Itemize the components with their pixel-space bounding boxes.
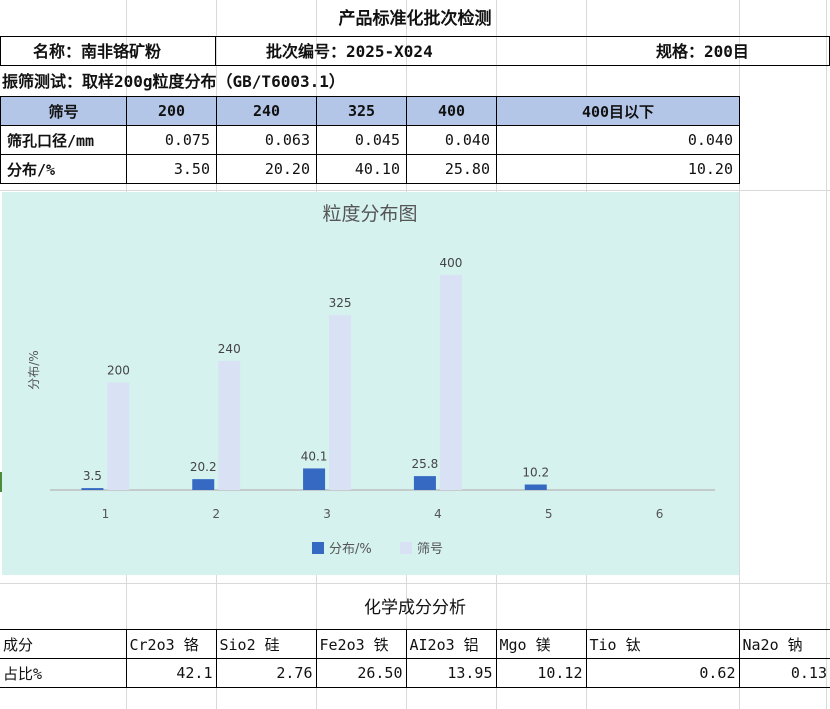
table-cell[interactable]: 13.95	[405, 658, 497, 688]
chemical-analysis-title: 化学成分分析	[364, 598, 466, 618]
y-axis-label: 分布/%	[27, 350, 41, 389]
data-label: 240	[218, 342, 241, 356]
grid-line	[739, 0, 740, 709]
bar	[303, 468, 326, 490]
table-row: 占比% 42.1 2.76 26.50 13.95 10.12 0.62 0.1…	[0, 658, 830, 688]
x-tick-label: 2	[212, 507, 220, 521]
row-label[interactable]: 分布/%	[0, 154, 127, 184]
table-header-row: 成分 Cr2o3 铬 Sio2 硅 Fe2o3 铁 AI2o3 铝 Mgo 镁 …	[0, 629, 830, 659]
table-cell[interactable]: 42.1	[125, 658, 217, 688]
table-cell[interactable]: 0.62	[585, 658, 740, 688]
data-label: 40.1	[301, 449, 328, 463]
bar	[524, 484, 547, 490]
row-label[interactable]: 筛孔口径/mm	[0, 125, 127, 155]
page-title: 产品标准化批次检测	[338, 9, 492, 29]
particle-size-chart[interactable]: 粒度分布图分布/% 1 3.5 200 2 20.2 240 3 40.1 325 4 25.8 400…	[2, 192, 739, 575]
legend-label: 分布/%	[329, 542, 372, 557]
grid-line	[826, 0, 827, 709]
header-cell[interactable]: 筛号	[0, 96, 127, 126]
data-label: 3.5	[83, 469, 102, 483]
table-header-row: 筛号 200 240 325 400 400目以下	[0, 96, 740, 126]
header-cell[interactable]: Mgo 镁	[495, 629, 587, 659]
data-label: 10.2	[522, 466, 549, 480]
table-row: 筛孔口径/mm 0.075 0.063 0.045 0.040 0.040	[0, 125, 740, 155]
sieve-table: 筛号 200 240 325 400 400目以下 筛孔口径/mm 0.075 …	[0, 96, 740, 184]
specification[interactable]: 规格：200目	[586, 36, 830, 66]
batch-number[interactable]: 批次编号：2025-X024	[216, 36, 586, 66]
x-tick-label: 4	[434, 507, 442, 521]
table-cell[interactable]: 0.13	[738, 658, 830, 688]
table-cell[interactable]: 0.040	[496, 125, 740, 155]
bar	[329, 315, 352, 490]
bar	[439, 274, 462, 490]
bar	[81, 488, 104, 490]
table-row: 分布/% 3.50 20.20 40.10 25.80 10.20	[0, 154, 740, 184]
grid-line	[0, 190, 830, 191]
grid-line	[0, 583, 830, 584]
header-cell[interactable]: 400	[406, 96, 497, 126]
sieve-test-subtitle: 振筛测试：取样200g粒度分布（GB/T6003.1）	[2, 72, 345, 91]
header-cell[interactable]: Cr2o3 铬	[125, 629, 217, 659]
table-cell[interactable]: 0.040	[406, 125, 497, 155]
bar	[413, 476, 436, 490]
bar	[192, 479, 215, 490]
header-cell[interactable]: Na2o 钠	[738, 629, 830, 659]
table-cell[interactable]: 0.045	[316, 125, 407, 155]
data-label: 20.2	[190, 460, 217, 474]
header-cell[interactable]: 200	[126, 96, 217, 126]
x-tick-label: 6	[656, 507, 664, 521]
header-cell[interactable]: 240	[216, 96, 317, 126]
data-label: 200	[107, 363, 130, 377]
table-cell[interactable]: 10.12	[495, 658, 587, 688]
header-cell[interactable]: Tio 钛	[585, 629, 740, 659]
header-cell[interactable]: 400目以下	[496, 96, 740, 126]
table-cell[interactable]: 40.10	[316, 154, 407, 184]
sheet-edge-marker	[0, 472, 3, 492]
legend-label: 筛号	[417, 542, 443, 557]
table-cell[interactable]: 0.075	[126, 125, 217, 155]
table-cell[interactable]: 26.50	[315, 658, 407, 688]
bar	[107, 382, 130, 490]
header-cell[interactable]: Sio2 硅	[215, 629, 317, 659]
table-cell[interactable]: 20.20	[216, 154, 317, 184]
header-cell[interactable]: 325	[316, 96, 407, 126]
legend-swatch	[400, 542, 412, 554]
chemical-table: 成分 Cr2o3 铬 Sio2 硅 Fe2o3 铁 AI2o3 铝 Mgo 镁 …	[0, 629, 830, 688]
data-label: 25.8	[412, 457, 439, 471]
x-tick-label: 1	[102, 507, 110, 521]
legend-swatch	[312, 542, 324, 554]
table-cell[interactable]: 2.76	[215, 658, 317, 688]
x-tick-label: 5	[545, 507, 553, 521]
data-label: 325	[329, 296, 352, 310]
table-cell[interactable]: 3.50	[126, 154, 217, 184]
table-cell[interactable]: 25.80	[406, 154, 497, 184]
table-cell[interactable]: 0.063	[216, 125, 317, 155]
x-tick-label: 3	[323, 507, 331, 521]
bar	[218, 360, 241, 490]
row-label[interactable]: 占比%	[0, 658, 127, 688]
header-cell[interactable]: AI2o3 铝	[405, 629, 497, 659]
data-label: 400	[439, 256, 462, 270]
chart-title: 粒度分布图	[322, 203, 417, 225]
product-name[interactable]: 名称：南非铬矿粉	[0, 36, 216, 66]
table-cell[interactable]: 10.20	[496, 154, 740, 184]
header-cell[interactable]: 成分	[0, 629, 127, 659]
header-cell[interactable]: Fe2o3 铁	[315, 629, 407, 659]
